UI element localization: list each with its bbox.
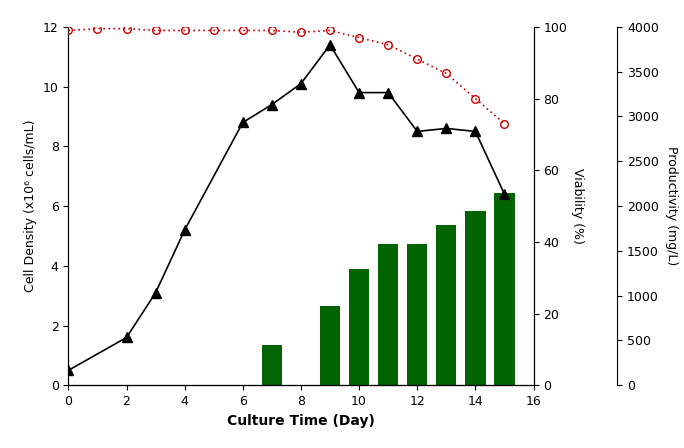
Bar bbox=[407, 244, 428, 385]
Y-axis label: Productivity (mg/L): Productivity (mg/L) bbox=[666, 146, 679, 266]
Bar bbox=[349, 269, 369, 385]
Y-axis label: Viability (%): Viability (%) bbox=[570, 168, 583, 244]
Bar bbox=[320, 306, 340, 385]
Bar bbox=[495, 193, 514, 385]
Bar bbox=[378, 244, 398, 385]
X-axis label: Culture Time (Day): Culture Time (Day) bbox=[227, 414, 375, 427]
Bar bbox=[436, 225, 456, 385]
Y-axis label: Cell Density (x10⁶ cells/mL): Cell Density (x10⁶ cells/mL) bbox=[24, 120, 37, 293]
Bar bbox=[262, 345, 282, 385]
Bar bbox=[465, 211, 486, 385]
